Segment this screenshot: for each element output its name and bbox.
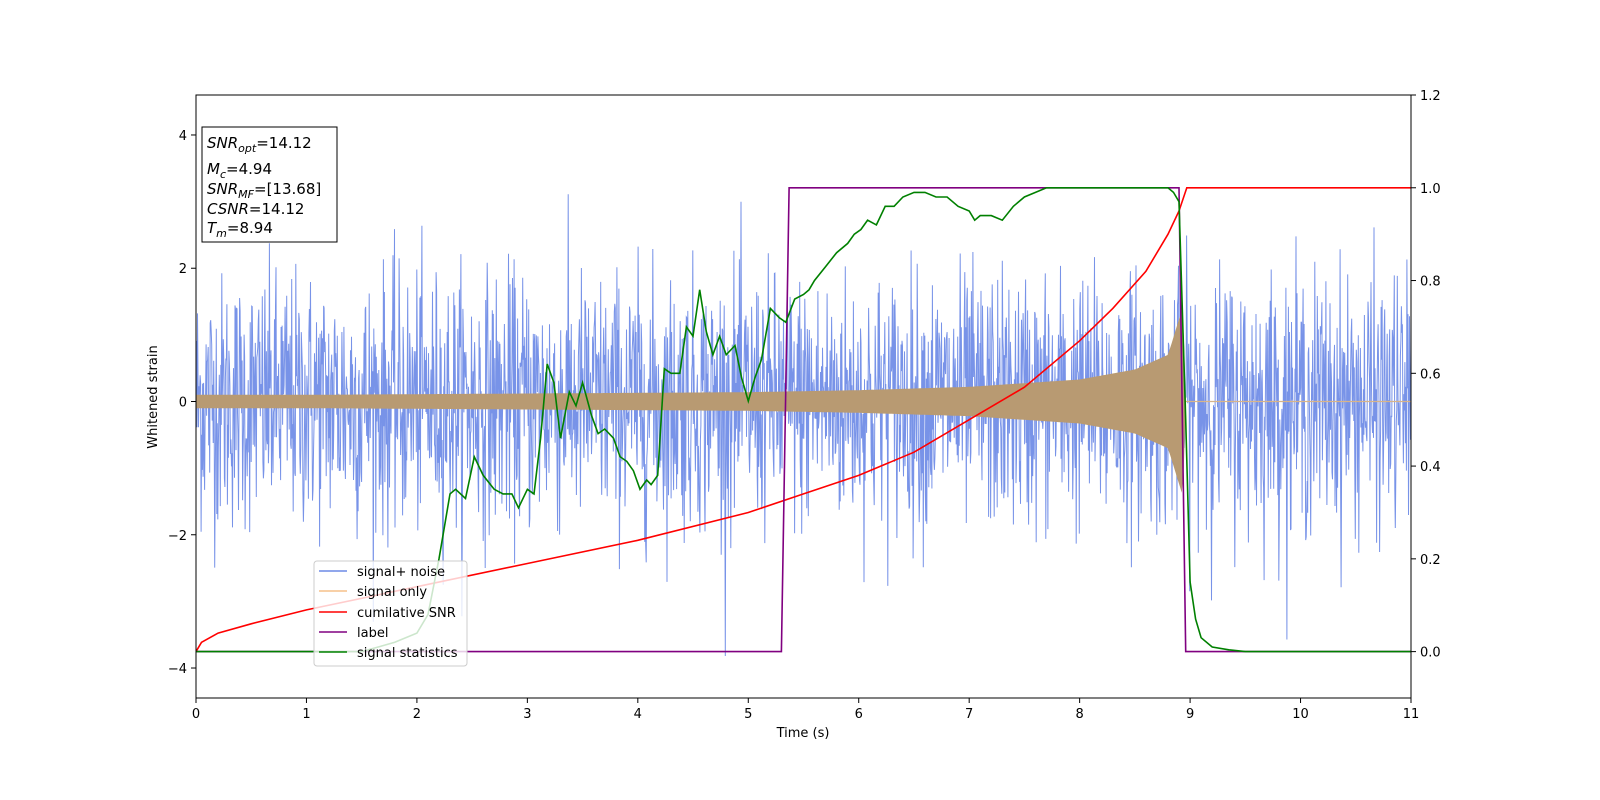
snr-opt-label: SNRopt=14.12	[207, 134, 312, 155]
metrics-annotation: SNRopt=14.12 Mc=4.94 SNRMF=[13.68] CSNR=…	[201, 126, 338, 243]
snr-mf-value: =[13.68]	[254, 180, 321, 198]
y2-tick-label: 0.8	[1420, 275, 1441, 290]
x-tick-label: 0	[192, 707, 200, 722]
x-tick-label: 1	[302, 707, 310, 722]
legend-label-cumilative-snr: cumilative SNR	[357, 606, 456, 621]
x-axis-label: Time (s)	[776, 726, 830, 741]
y-axis-label: Whitened strain	[146, 345, 161, 448]
y2-tick-label: 0.4	[1420, 460, 1441, 475]
series-signal-statistics-line	[196, 187, 1411, 653]
legend: signal+ noise signal only cumilative SNR…	[313, 560, 468, 667]
y2-tick-label: 1.0	[1420, 182, 1441, 197]
y-axis-left: −4 −2 0 2 4	[168, 129, 196, 677]
x-axis: 0 1 2 3 4 5 6 7 8 9 10 11	[192, 698, 1419, 722]
y2-tick-label: 1.2	[1420, 89, 1441, 104]
x-tick-label: 5	[744, 707, 752, 722]
y-axis-right: 0.0 0.2 0.4 0.6 0.8 1.0 1.2	[1411, 89, 1441, 661]
legend-box	[313, 560, 468, 667]
x-tick-label: 11	[1403, 707, 1420, 722]
legend-label-label: label	[357, 626, 388, 641]
y-tick-label: −4	[168, 662, 187, 677]
mc-label: Mc=4.94	[207, 160, 272, 181]
metrics-box	[201, 126, 338, 243]
x-tick-label: 8	[1075, 707, 1083, 722]
legend-label-signal-only: signal only	[357, 585, 427, 600]
series-cumilative-snr-line	[196, 187, 1411, 653]
y2-tick-label: 0.0	[1420, 646, 1441, 661]
x-tick-label: 2	[413, 707, 421, 722]
plot-frame	[195, 94, 1412, 699]
legend-label-signal-statistics: signal statistics	[357, 646, 458, 661]
tm-value: =8.94	[227, 219, 273, 237]
x-tick-label: 3	[523, 707, 531, 722]
x-tick-label: 10	[1292, 707, 1309, 722]
y-tick-label: 4	[179, 129, 187, 144]
csnr-label: CSNR=14.12	[207, 200, 304, 218]
series-signal-only-fill	[196, 310, 1411, 493]
y2-tick-label: 0.2	[1420, 553, 1441, 568]
x-tick-label: 6	[855, 707, 863, 722]
y-tick-label: 0	[179, 395, 187, 410]
mc-value: =4.94	[226, 160, 272, 178]
x-tick-label: 4	[634, 707, 642, 722]
x-tick-label: 7	[965, 707, 973, 722]
snr-opt-value: =14.12	[256, 134, 312, 152]
csnr-value: =14.12	[249, 200, 305, 218]
series-label-line	[196, 187, 1411, 653]
legend-label-signal-noise: signal+ noise	[357, 565, 445, 580]
y2-tick-label: 0.6	[1420, 367, 1441, 382]
x-tick-label: 9	[1186, 707, 1194, 722]
snr-mf-label: SNRMF=[13.68]	[207, 180, 321, 201]
y-tick-label: −2	[168, 529, 187, 544]
y-tick-label: 2	[179, 262, 187, 277]
tm-label: Tm=8.94	[207, 219, 273, 240]
plot-lines	[196, 187, 1411, 657]
